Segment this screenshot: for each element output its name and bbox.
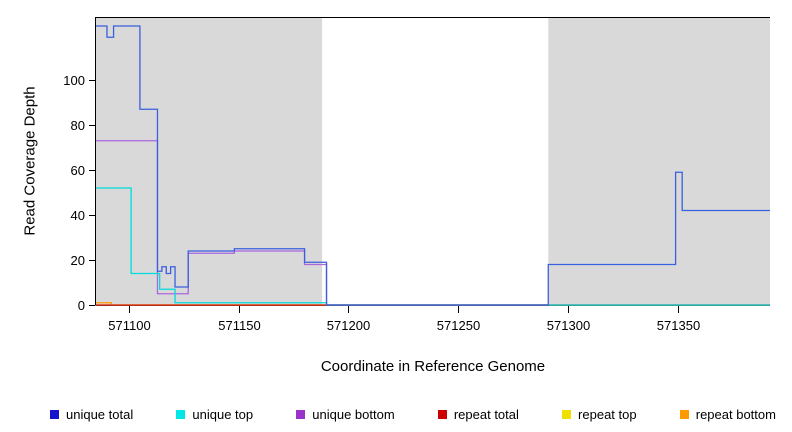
legend-label: repeat bottom — [695, 407, 776, 422]
legend-swatch-unique-top — [176, 410, 186, 419]
x-axis-title: Coordinate in Reference Genome — [320, 358, 546, 375]
plot-svg: 0 20 40 60 80 100 571100 571150 571200 571250 5713… — [63, 17, 770, 333]
x-tick-label: 571150 — [218, 318, 260, 333]
legend-label: repeat total — [453, 407, 519, 422]
legend-label: unique total — [66, 407, 134, 422]
x-tick-label: 571300 — [547, 318, 590, 333]
y-tick-label: 40 — [71, 208, 85, 223]
x-tick-label: 571350 — [657, 318, 700, 333]
legend-item-unique-bottom: unique bottom — [296, 407, 395, 422]
legend-swatch-repeat-total — [437, 410, 447, 419]
legend-label: unique bottom — [312, 407, 395, 422]
legend-item-repeat-top: repeat top — [562, 407, 637, 422]
legend-item-repeat-total: repeat total — [437, 407, 519, 422]
y-tick-label: 20 — [71, 253, 85, 268]
legend-swatch-repeat-bottom — [679, 410, 689, 419]
y-tick-label: 60 — [71, 163, 85, 178]
shaded-region — [96, 17, 323, 305]
legend-item-unique-total: unique total — [50, 407, 133, 422]
legend-swatch-unique-total — [50, 410, 59, 419]
series-unique-total — [96, 25, 770, 306]
x-tick-label: 571100 — [108, 318, 150, 333]
shaded-region — [548, 17, 770, 305]
x-tick-label: 571200 — [327, 318, 370, 333]
legend-item-unique-top: unique top — [176, 407, 253, 422]
legend-label: unique top — [192, 407, 254, 422]
legend-swatch-repeat-top — [562, 410, 572, 419]
y-tick-label: 100 — [63, 73, 85, 88]
legend-swatch-unique-bottom — [296, 410, 306, 419]
legend-label: repeat top — [578, 407, 637, 422]
x-tick-label: 571250 — [437, 318, 480, 333]
legend-item-repeat-bottom: repeat bottom — [679, 407, 776, 422]
y-tick-label: 0 — [78, 298, 85, 313]
y-axis-title: Read Coverage Depth — [21, 86, 39, 236]
y-tick-label: 80 — [71, 118, 85, 133]
legend: unique total unique top unique bottom repea… — [0, 407, 792, 422]
